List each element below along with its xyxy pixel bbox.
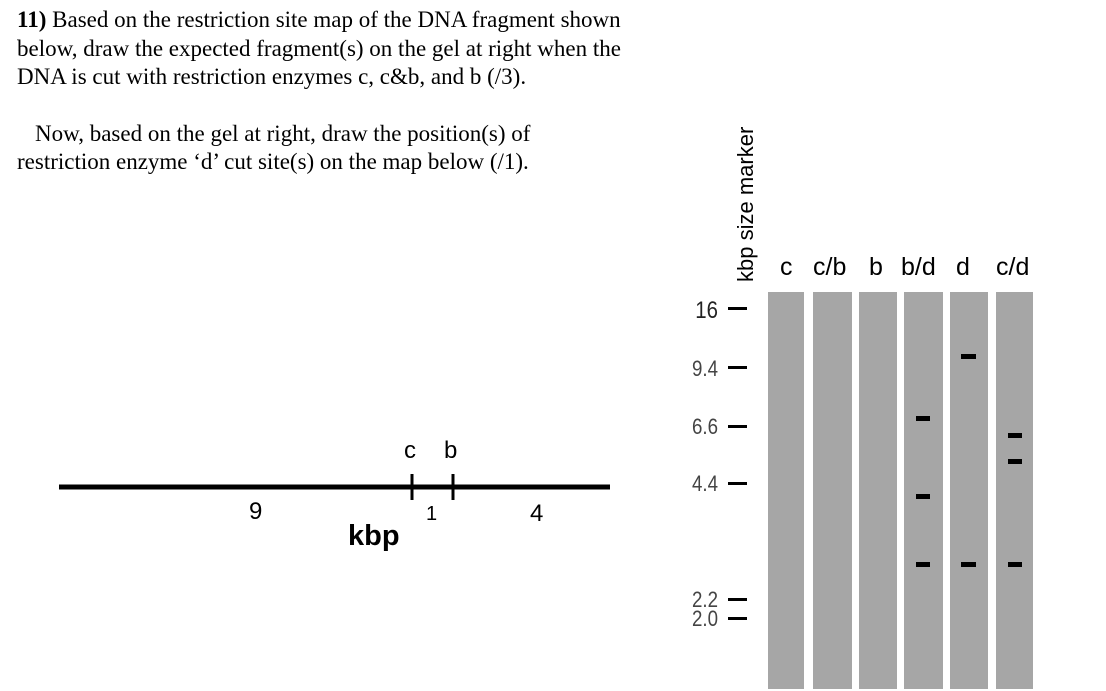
question-text: 11) Based on the restriction site map of…: [17, 6, 627, 177]
band-b-d-3.0: [916, 562, 930, 567]
gel-lane-b[interactable]: [859, 292, 897, 689]
marker-band-9.4: [728, 366, 747, 369]
gel-lane-d[interactable]: [950, 292, 988, 689]
site-label-b: b: [444, 437, 458, 464]
band-d-3.0: [961, 562, 976, 567]
band-d-9.4: [961, 354, 976, 359]
lane-label-c-d: c/d: [996, 253, 1030, 281]
band-c-d-3.0: [1008, 562, 1022, 567]
band-c-d-6.0: [1008, 433, 1022, 438]
gel-lane-c[interactable]: [768, 292, 804, 689]
marker-band-6.6: [728, 425, 747, 428]
band-c-d-5.4: [1008, 459, 1022, 464]
lane-label-c: c: [780, 253, 793, 281]
lane-label-b-d: b/d: [901, 253, 936, 281]
segment-label-mid: 1: [426, 503, 438, 525]
gel-lane-c-d[interactable]: [996, 292, 1033, 689]
marker-title: kbp size marker: [733, 126, 758, 282]
marker-band-16: [728, 307, 747, 310]
restriction-map: [59, 474, 610, 500]
segment-label-right: 4: [530, 500, 544, 527]
marker-band-2.2: [728, 598, 747, 601]
gel-lane-b-d[interactable]: [904, 292, 943, 689]
lane-label-c-b: c/b: [813, 253, 847, 281]
question-paragraph-2: Now, based on the gel at right, draw the…: [17, 120, 531, 175]
question-number: 11): [17, 7, 47, 32]
band-b-d-4.0: [916, 494, 930, 499]
band-b-d-6.6: [916, 416, 930, 421]
gel-lane-c-b[interactable]: [813, 292, 852, 689]
marker-label-16: 16: [695, 297, 718, 324]
marker-band-4.4: [728, 482, 747, 485]
question-paragraph-1: 11) Based on the restriction site map of…: [17, 6, 627, 92]
marker-label-2.0: 2.0: [691, 606, 718, 631]
lane-label-b: b: [869, 253, 883, 281]
segment-label-left: 9: [249, 498, 263, 525]
lane-label-d: d: [956, 253, 970, 281]
marker-lane: [725, 292, 755, 689]
marker-label-2.2: 2.2: [691, 587, 718, 612]
marker-band-2.0: [728, 617, 747, 620]
site-label-c: c: [404, 437, 416, 464]
marker-label-9.4: 9.4: [691, 356, 718, 381]
marker-label-6.6: 6.6: [691, 414, 718, 439]
question-text-1: Based on the restriction site map of the…: [17, 7, 621, 89]
marker-label-4.4: 4.4: [691, 471, 718, 496]
unit-label: kbp: [348, 520, 400, 552]
